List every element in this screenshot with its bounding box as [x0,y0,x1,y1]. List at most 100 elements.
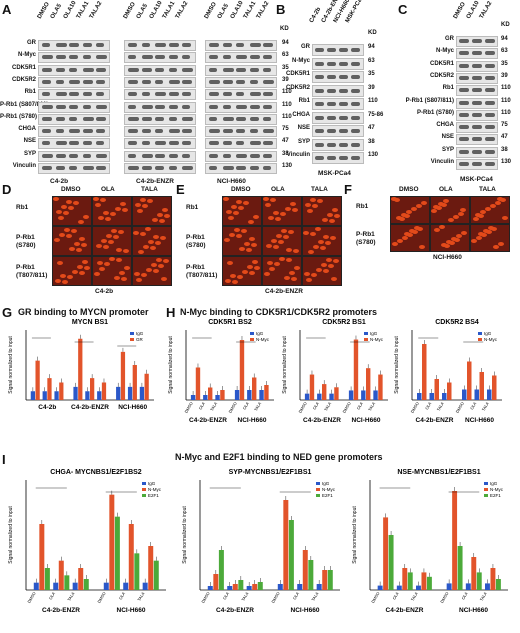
band [263,116,271,121]
cell-spot [115,207,121,211]
band [168,55,178,60]
legend-label: N-Myc [370,337,384,342]
x-category-label: DMSO [341,401,351,414]
cell-spot [103,211,109,215]
blot-row-label: N-Myc [17,52,36,59]
cell-spot [421,201,427,205]
blot-strip [205,150,277,162]
chart-title: CDK5R2 BS4 [435,319,479,326]
bar [90,378,95,400]
bar [247,390,252,400]
band [128,166,139,170]
bar [471,557,477,590]
lane-label: OLA5 [135,3,150,20]
cell-spot [74,242,80,246]
if-row-label: P-Rb1 [16,264,35,271]
blot-strip [456,85,498,97]
chart-title: CDK5R1 BS2 [208,319,252,326]
bar [72,582,78,590]
x-category-label: TALA [240,591,249,602]
band [249,141,261,146]
blot-strip [456,134,498,146]
legend-label: IgG [148,481,156,486]
band [485,75,495,80]
blot-row-label: N-Myc [291,57,310,64]
band [128,43,137,47]
cell-spot [269,267,275,271]
if-image [92,256,132,286]
band [315,61,324,66]
cell-spot [236,234,242,238]
kd-value: 63 [368,57,375,64]
band [69,43,79,47]
band [485,149,495,154]
kd-value: 39 [368,84,375,91]
band [128,104,136,109]
cell-spot [249,237,255,241]
blot-row-label: CDK5R2 [11,76,36,83]
y-axis-label: Signal normalized to input [394,336,400,394]
group-label: NCI-H660 [291,607,320,614]
legend-label: N-Myc [484,337,498,342]
cell-spot [331,277,337,281]
panel-label-e: E [176,182,185,197]
band [141,166,152,170]
bar [373,390,378,400]
cell-spot [136,278,142,282]
legend-label: IgG [490,481,498,486]
lane-label: OLA5 [49,3,64,20]
band [351,129,360,133]
band [96,141,104,146]
cell-spot [111,229,117,233]
cell-spot [419,245,425,249]
cell-spot [141,273,147,277]
bar [485,583,490,590]
bar [128,524,134,590]
cell-spot [313,245,319,249]
legend-label: IgG [136,331,144,336]
band [222,166,234,170]
blot-row-label: P-Rb1 (S780) [416,109,454,116]
group-label: C4-2b-ENZR [386,607,424,614]
cell-spot [133,231,139,235]
band [236,92,244,97]
cell-spot [246,248,252,252]
bar [465,583,471,590]
band [42,92,50,97]
band [249,116,259,121]
cell-spot [283,235,289,239]
if-image [302,256,342,286]
bar [388,535,394,590]
cell-spot [325,241,331,245]
cell-spot [315,227,321,231]
band [155,166,164,170]
cell-spot [448,218,454,222]
y-axis-label: Signal normalized to input [8,506,14,564]
if-column-label: DMSO [61,186,81,193]
band [42,153,53,158]
bar [85,391,90,400]
bar [434,379,439,400]
if-row-label: P-Rb1 [356,231,375,238]
x-category-label: TALA [66,591,75,602]
band [96,92,104,97]
band [82,166,94,170]
cell-spot [142,204,148,208]
band [472,125,482,130]
cell-spot [306,278,312,282]
band [315,129,324,133]
band [351,142,360,147]
cell-spot [334,214,340,218]
cell-spot [58,216,64,220]
band [339,61,348,66]
kd-value: 39 [501,72,508,79]
blot-strip [124,52,196,64]
band [168,67,177,72]
kd-value: 47 [368,125,375,131]
cell-spot [150,246,156,250]
cell-spot [229,233,235,237]
band [327,142,336,147]
x-category-label: DMSO [26,591,36,604]
chart-title: CHGA- MYCNBS1/E2F1BS2 [50,469,142,476]
blot-strip [456,48,498,60]
